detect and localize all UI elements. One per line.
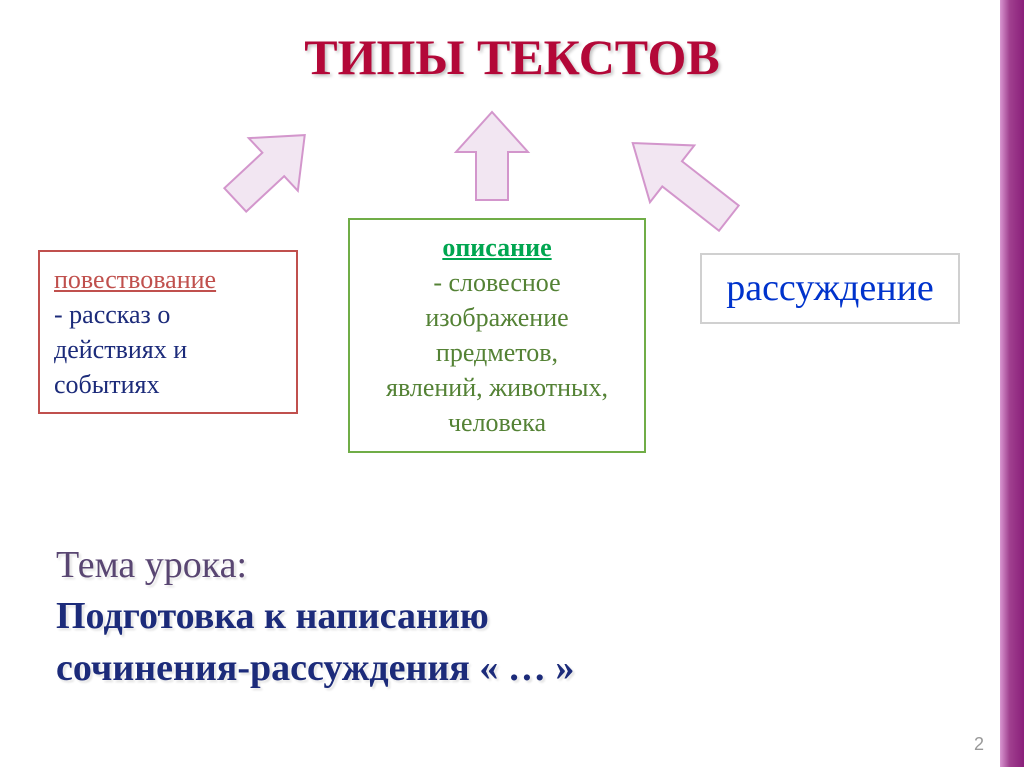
- opis-line: изображение: [364, 300, 630, 335]
- box-opis: описание - словесное изображение предмет…: [348, 218, 646, 453]
- box-povest: повествование - рассказ о действиях и со…: [38, 250, 298, 414]
- opis-line: явлений, животных,: [364, 370, 630, 405]
- page-title: ТИПЫ ТЕКСТОВ: [304, 28, 719, 86]
- right-gradient-border: [1000, 0, 1024, 767]
- box-opis-body: - словесное изображение предметов, явлен…: [364, 265, 630, 440]
- box-opis-heading: описание: [364, 230, 630, 265]
- page-number: 2: [974, 734, 984, 755]
- lesson-title-line2: сочинения-рассуждения « … »: [56, 643, 574, 694]
- box-rass-heading: рассуждение: [716, 263, 944, 314]
- box-povest-heading: повествование: [54, 262, 282, 297]
- lesson-title-line1: Подготовка к написанию: [56, 591, 574, 642]
- arrow-left: [210, 100, 330, 235]
- lesson-block: Тема урока: Подготовка к написанию сочин…: [56, 540, 574, 694]
- opis-line: - словесное: [364, 265, 630, 300]
- opis-line: предметов,: [364, 335, 630, 370]
- lesson-label: Тема урока:: [56, 540, 574, 591]
- arrow-middle: [432, 100, 552, 212]
- box-rass: рассуждение: [700, 253, 960, 324]
- opis-line: человека: [364, 405, 630, 440]
- box-povest-body: - рассказ о действиях и событиях: [54, 297, 282, 402]
